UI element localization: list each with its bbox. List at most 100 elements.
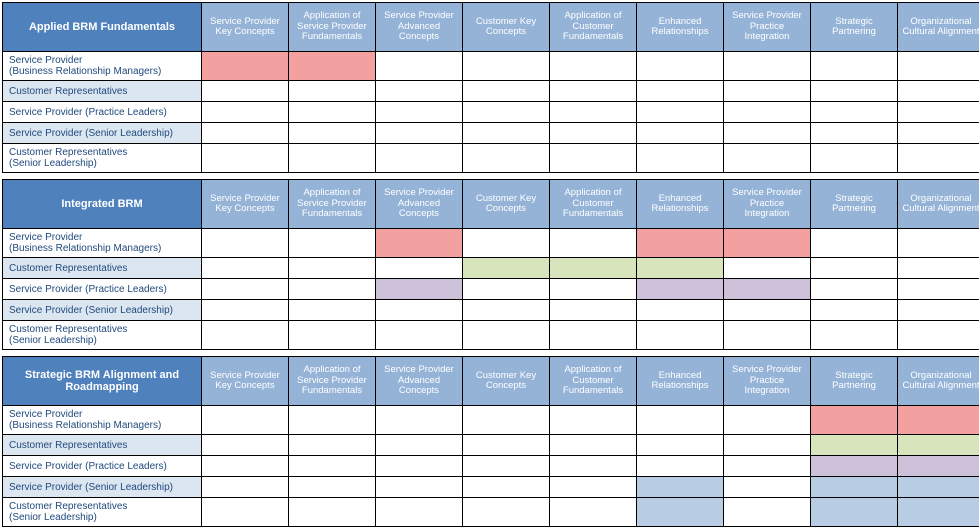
matrix-cell	[289, 123, 376, 144]
matrix-cell	[811, 144, 898, 173]
column-header: Application of Customer Fundamentals	[550, 180, 637, 229]
column-header: Application of Service Provider Fundamen…	[289, 3, 376, 52]
matrix-cell	[550, 52, 637, 81]
matrix-cell	[376, 279, 463, 300]
matrix-cell	[289, 456, 376, 477]
matrix-cell	[463, 144, 550, 173]
column-header: Enhanced Relationships	[637, 3, 724, 52]
matrix-cell	[724, 102, 811, 123]
column-header: Service Provider Advanced Concepts	[376, 3, 463, 52]
column-header: Enhanced Relationships	[637, 357, 724, 406]
matrix-cell	[289, 477, 376, 498]
matrix-cell	[550, 144, 637, 173]
matrix-cell	[202, 279, 289, 300]
matrix-cell	[202, 456, 289, 477]
matrix-cell	[202, 81, 289, 102]
matrix-cell	[898, 477, 979, 498]
matrix-cell	[289, 279, 376, 300]
matrix-cell	[463, 435, 550, 456]
column-header: Strategic Partnering	[811, 357, 898, 406]
column-header: Service Provider Advanced Concepts	[376, 180, 463, 229]
matrix-cell	[637, 229, 724, 258]
matrix-cell	[376, 456, 463, 477]
matrix-cell	[724, 229, 811, 258]
matrix-cell	[376, 258, 463, 279]
matrix-cell	[376, 406, 463, 435]
matrix-cell	[202, 406, 289, 435]
matrix-cell	[289, 498, 376, 527]
section-title: Applied BRM Fundamentals	[3, 3, 202, 52]
row-label: Customer Representatives	[3, 435, 202, 456]
matrix-cell	[202, 321, 289, 350]
matrix-table: Applied BRM Fundamentals Service Provider…	[2, 2, 979, 173]
row-label: Service Provider (Senior Leadership)	[3, 300, 202, 321]
matrix-cell	[724, 300, 811, 321]
matrix-cell	[724, 123, 811, 144]
matrix-cell	[463, 321, 550, 350]
matrix-cell	[202, 435, 289, 456]
matrix-cell	[289, 406, 376, 435]
column-header: Customer Key Concepts	[463, 3, 550, 52]
matrix-cell	[724, 279, 811, 300]
matrix-cell	[811, 123, 898, 144]
matrix-cell	[724, 435, 811, 456]
matrix-cell	[550, 456, 637, 477]
row-label: Service Provider (Practice Leaders)	[3, 456, 202, 477]
matrix-cell	[376, 300, 463, 321]
matrix-cell	[550, 123, 637, 144]
row-label: Service Provider(Business Relationship M…	[3, 229, 202, 258]
column-header: Organizational Cultural Alignment	[898, 357, 979, 406]
matrix-cell	[637, 435, 724, 456]
matrix-cell	[637, 102, 724, 123]
matrix-cell	[463, 300, 550, 321]
matrix-cell	[637, 406, 724, 435]
matrix-cell	[637, 456, 724, 477]
matrix-cell	[550, 229, 637, 258]
column-header: Customer Key Concepts	[463, 357, 550, 406]
matrix-cell	[637, 498, 724, 527]
matrix-cell	[724, 456, 811, 477]
matrix-cell	[724, 321, 811, 350]
section-title: Integrated BRM	[3, 180, 202, 229]
column-header: Service Provider Practice Integration	[724, 3, 811, 52]
matrix-cell	[724, 498, 811, 527]
matrix-cell	[811, 477, 898, 498]
column-header: Organizational Cultural Alignment	[898, 3, 979, 52]
column-header: Service Provider Advanced Concepts	[376, 357, 463, 406]
column-header: Strategic Partnering	[811, 3, 898, 52]
row-label: Customer Representatives	[3, 258, 202, 279]
matrix-cell	[202, 477, 289, 498]
matrix-cell	[202, 498, 289, 527]
row-label: Service Provider (Senior Leadership)	[3, 477, 202, 498]
matrix-cell	[550, 81, 637, 102]
matrix-cell	[463, 477, 550, 498]
matrix-cell	[376, 123, 463, 144]
matrix-cell	[811, 258, 898, 279]
matrix-cell	[550, 258, 637, 279]
row-label: Service Provider (Practice Leaders)	[3, 279, 202, 300]
matrix-cell	[550, 406, 637, 435]
matrix-cell	[724, 144, 811, 173]
matrix-cell	[289, 435, 376, 456]
matrix-cell	[463, 498, 550, 527]
matrix-cell	[637, 258, 724, 279]
row-label: Customer Representatives	[3, 81, 202, 102]
matrix-cell	[898, 81, 979, 102]
matrix-cell	[637, 81, 724, 102]
matrix-cell	[637, 123, 724, 144]
matrix-cell	[289, 102, 376, 123]
row-label: Customer Representatives(Senior Leadersh…	[3, 498, 202, 527]
column-header: Application of Service Provider Fundamen…	[289, 180, 376, 229]
matrix-cell	[376, 52, 463, 81]
column-header: Service Provider Key Concepts	[202, 180, 289, 229]
matrix-cell	[463, 123, 550, 144]
matrix-cell	[463, 52, 550, 81]
matrix-cell	[724, 477, 811, 498]
matrix-cell	[550, 279, 637, 300]
column-header: Service Provider Practice Integration	[724, 357, 811, 406]
matrix-cell	[898, 229, 979, 258]
matrix-cell	[898, 498, 979, 527]
matrix-cell	[724, 81, 811, 102]
matrix-cell	[898, 102, 979, 123]
column-header: Service Provider Practice Integration	[724, 180, 811, 229]
